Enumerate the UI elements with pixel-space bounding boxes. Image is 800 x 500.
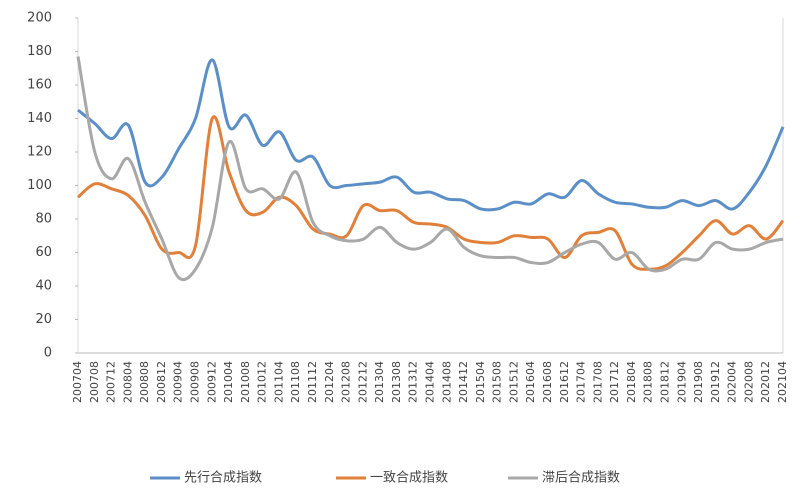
x-tick-label: 201708 (591, 361, 604, 403)
x-tick-label: 201712 (608, 361, 621, 403)
y-tick-label: 80 (35, 212, 52, 227)
y-tick-label: 0 (44, 346, 52, 361)
x-tick-label: 201508 (491, 361, 504, 403)
x-tick-label: 200804 (121, 361, 134, 403)
x-tick-label: 201312 (407, 361, 420, 403)
x-tick-label: 201108 (289, 361, 302, 403)
x-tick-label: 201912 (709, 361, 722, 403)
x-tick-label: 201512 (507, 361, 520, 403)
y-tick-label: 20 (35, 312, 52, 327)
y-tick-label: 200 (27, 11, 52, 26)
x-tick-label: 201904 (675, 361, 688, 403)
y-tick-label: 180 (27, 44, 52, 59)
x-tick-label: 201404 (424, 361, 437, 403)
y-tick-label: 60 (35, 245, 52, 260)
series-line (76, 56, 784, 282)
series-line (77, 58, 785, 212)
x-tick-label: 201204 (323, 361, 336, 403)
x-tick-label: 201804 (625, 361, 638, 403)
x-tick-label: 201208 (340, 361, 353, 403)
x-tick-label: 201608 (541, 361, 554, 403)
x-tick-label: 200712 (105, 361, 118, 403)
series-line (77, 115, 785, 271)
x-tick-label: 202012 (759, 361, 772, 403)
x-tick-label: 201408 (440, 361, 453, 403)
x-tick-label: 201304 (373, 361, 386, 403)
x-tick-label: 201908 (692, 361, 705, 403)
x-tick-label: 200904 (172, 361, 185, 403)
x-tick-label: 201504 (474, 361, 487, 403)
y-tick-label: 100 (27, 178, 52, 193)
x-tick-label: 200708 (88, 361, 101, 403)
y-tick-label: 140 (27, 111, 52, 126)
y-tick-label: 160 (27, 78, 52, 93)
x-tick-label: 200912 (205, 361, 218, 403)
x-tick-label: 201104 (272, 361, 285, 403)
x-tick-label: 201412 (457, 361, 470, 403)
x-tick-label: 201012 (256, 361, 269, 403)
legend-label: 一致合成指数 (370, 471, 448, 486)
y-tick-label: 40 (35, 279, 52, 294)
x-tick-label: 201004 (222, 361, 235, 403)
x-tick-label: 200704 (71, 361, 84, 403)
x-tick-label: 201008 (239, 361, 252, 403)
x-tick-label: 201112 (306, 361, 319, 403)
x-tick-label: 202008 (742, 361, 755, 403)
x-tick-label: 201808 (642, 361, 655, 403)
x-tick-label: 201812 (659, 361, 672, 403)
x-tick-label: 200908 (189, 361, 202, 403)
x-tick-label: 201212 (356, 361, 369, 403)
x-tick-label: 202004 (726, 361, 739, 403)
x-tick-label: 201308 (390, 361, 403, 403)
x-tick-label: 201704 (575, 361, 588, 403)
legend-label: 先行合成指数 (184, 471, 262, 486)
x-tick-label: 200808 (138, 361, 151, 403)
y-tick-label: 120 (27, 145, 52, 160)
x-tick-label: 201604 (524, 361, 537, 403)
legend-label: 滞后合成指数 (542, 471, 620, 486)
x-tick-label: 201612 (558, 361, 571, 403)
x-tick-label: 200812 (155, 361, 168, 403)
x-tick-label: 202104 (776, 361, 789, 403)
